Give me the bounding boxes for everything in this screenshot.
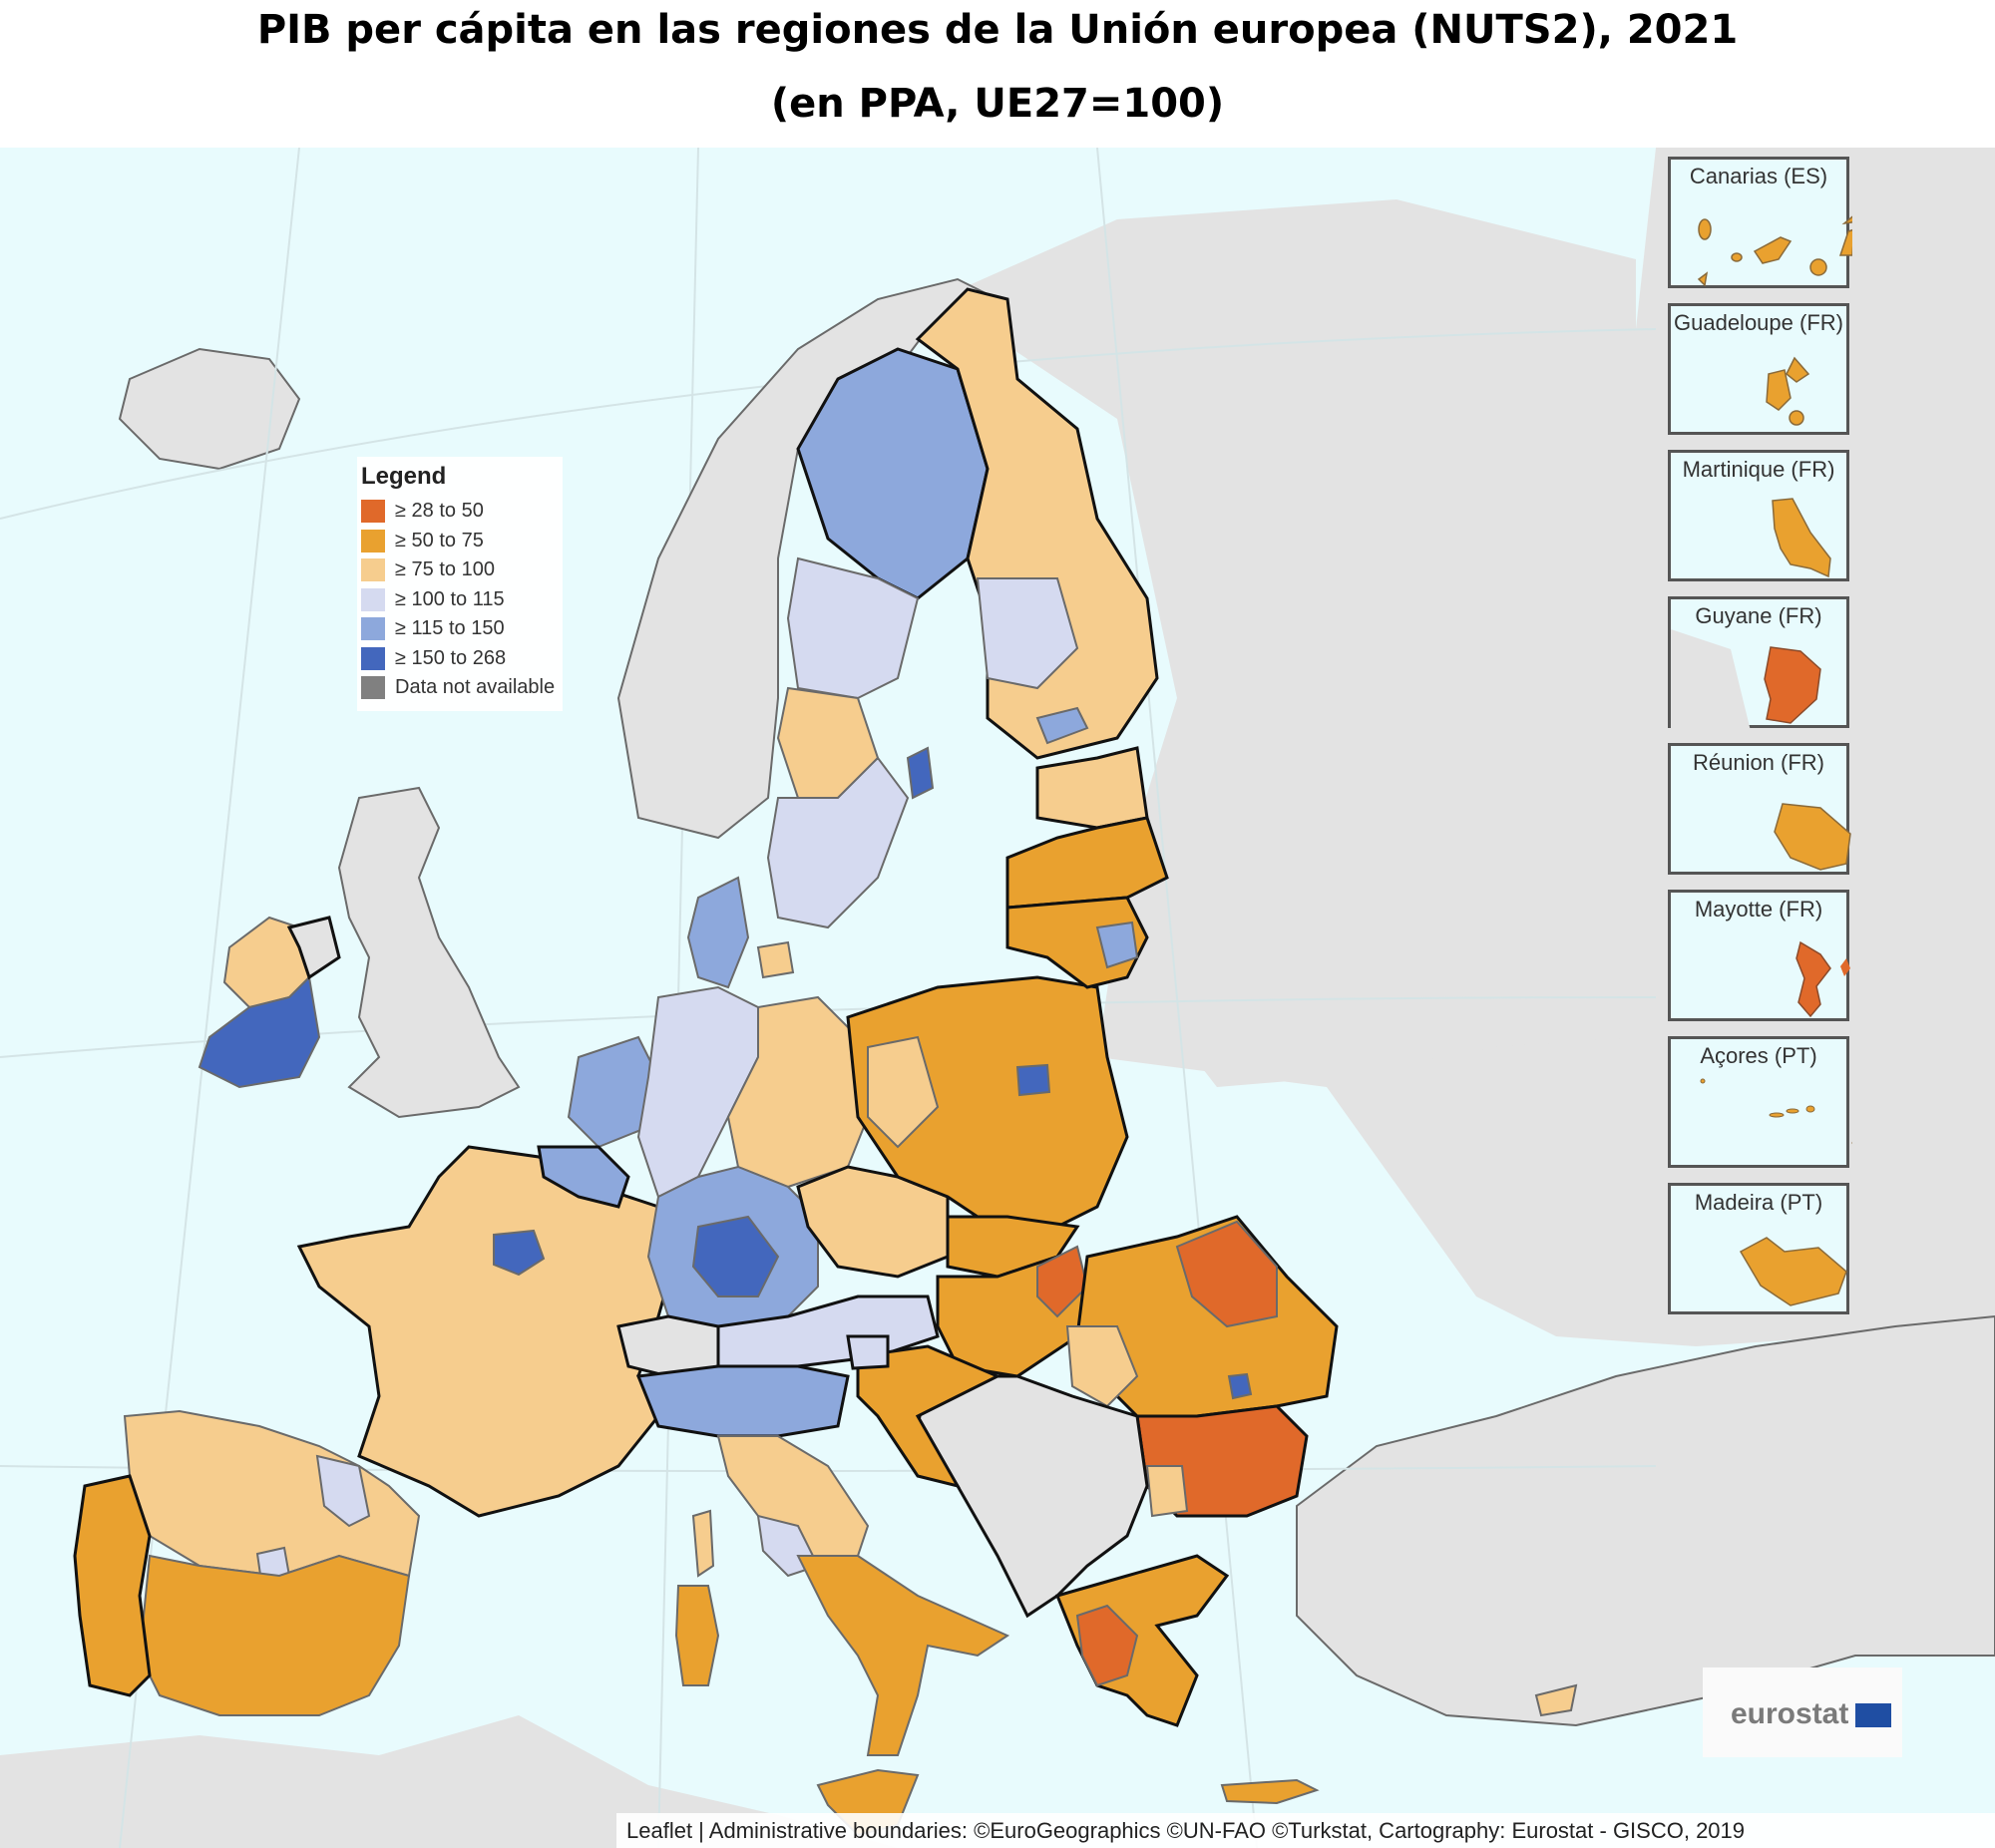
denmark [686, 876, 750, 989]
belgium [537, 1145, 630, 1209]
romania-ne [1175, 1220, 1278, 1328]
eurostat-logo: eurostat [1703, 1667, 1902, 1757]
attribution-text[interactable]: Leaflet | Administrative boundaries: ©Eu… [626, 1818, 1746, 1843]
zealand [756, 940, 795, 979]
legend-swatch [361, 676, 385, 700]
united-kingdom [337, 786, 521, 1119]
legend-item: Data not available [361, 673, 555, 703]
inset-madeira: Madeira (PT) [1668, 1183, 1849, 1314]
non-eu-east [938, 199, 1636, 1087]
finland-west [976, 577, 1079, 690]
guadeloupe-islands [1766, 356, 1810, 426]
romania-west [1065, 1325, 1139, 1408]
inset-guadeloupe: Guadeloupe (FR) [1668, 303, 1849, 435]
legend-label: ≥ 50 to 75 [395, 529, 484, 552]
sardinia [674, 1585, 720, 1686]
attribution-bar: Leaflet | Administrative boundaries: ©Eu… [616, 1813, 1995, 1848]
acores-islands [1700, 1078, 1852, 1145]
map-canvas[interactable]: Legend ≥ 28 to 50 ≥ 50 to 75 ≥ 75 to 100… [0, 148, 1995, 1848]
legend-item: ≥ 75 to 100 [361, 555, 555, 585]
corsica [691, 1509, 715, 1578]
title-block: PIB per cápita en las regiones de la Uni… [0, 0, 1995, 148]
legend-swatch [361, 500, 385, 524]
northern-ireland [286, 916, 341, 980]
crete [1220, 1778, 1320, 1805]
italy-south [796, 1555, 1010, 1756]
map-subtitle: (en PPA, UE27=100) [770, 81, 1225, 127]
sweden-middle [786, 556, 920, 700]
slovenia [846, 1334, 890, 1370]
sweden-north [796, 347, 990, 600]
vilnius [1095, 921, 1139, 969]
legend-title: Legend [361, 463, 447, 490]
inset-label: Martinique (FR) [1682, 457, 1835, 482]
sweden-south [766, 756, 910, 929]
legend-label: ≥ 28 to 50 [395, 500, 484, 523]
spain-north [123, 1409, 421, 1578]
map-title: PIB per cápita en las regiones de la Uni… [256, 7, 1739, 53]
helsinki [1035, 706, 1089, 745]
eu-flag-icon [1855, 1703, 1891, 1727]
legend-label: ≥ 115 to 150 [395, 617, 505, 640]
inset-reunion: Réunion (FR) [1668, 743, 1851, 875]
legend-item: ≥ 115 to 150 [361, 614, 555, 644]
inset-label: Réunion (FR) [1692, 750, 1825, 775]
mayotte-island [1796, 940, 1850, 1018]
legend-item: ≥ 28 to 50 [361, 497, 555, 527]
croatia [856, 1344, 1001, 1489]
inset-label: Guyane (FR) [1695, 603, 1822, 628]
portugal [73, 1474, 152, 1697]
inset-mayotte: Mayotte (FR) [1668, 890, 1850, 1021]
cyprus [1534, 1683, 1578, 1717]
legend-swatch [361, 646, 385, 670]
legend-swatch [361, 587, 385, 611]
canarias-islands [1697, 215, 1852, 287]
inset-acores: Açores (PT) [1668, 1036, 1852, 1168]
inset-label: Açores (PT) [1700, 1043, 1817, 1068]
legend-swatch [361, 529, 385, 553]
legend-item: ≥ 150 to 268 [361, 644, 555, 674]
germany-north [636, 985, 759, 1199]
inset-label: Canarias (ES) [1689, 164, 1828, 188]
legend: Legend ≥ 28 to 50 ≥ 50 to 75 ≥ 75 to 100… [357, 457, 564, 711]
guyane-territory [1671, 629, 1821, 731]
italy-north [635, 1364, 850, 1438]
greece-west [1075, 1604, 1139, 1687]
warsaw [1015, 1063, 1051, 1097]
legend-item: ≥ 100 to 115 [361, 585, 555, 615]
germany-east [726, 995, 870, 1189]
ile-de-france [493, 1229, 546, 1277]
inset-label: Mayotte (FR) [1694, 897, 1823, 922]
hungary-ne [1036, 1245, 1089, 1318]
iceland [118, 347, 301, 471]
spain-south [138, 1554, 411, 1716]
legend-item: ≥ 50 to 75 [361, 527, 555, 556]
spain-ne-madrid [315, 1454, 371, 1528]
martinique-island [1772, 498, 1831, 578]
turkey [1296, 1314, 1995, 1727]
legend-label: Data not available [395, 676, 556, 699]
bucharest [1227, 1372, 1253, 1400]
legend-label: ≥ 150 to 268 [395, 646, 507, 669]
legend-label: ≥ 75 to 100 [395, 558, 495, 581]
legend-label: ≥ 100 to 115 [395, 587, 505, 610]
inset-martinique: Martinique (FR) [1668, 450, 1849, 581]
bulgaria-sw [1145, 1465, 1189, 1518]
inset-guyane: Guyane (FR) [1668, 596, 1849, 731]
poland-west [867, 1035, 940, 1149]
ireland-se [198, 974, 321, 1089]
inset-canarias: Canarias (ES) [1668, 157, 1852, 288]
germany-south-core [691, 1215, 780, 1297]
finland [915, 287, 1159, 760]
stockholm [906, 746, 935, 800]
legend-swatch [361, 617, 385, 641]
madeira-island [1739, 1237, 1847, 1306]
reunion-island [1774, 803, 1851, 871]
inset-label: Madeira (PT) [1694, 1190, 1823, 1215]
logo-text: eurostat [1731, 1697, 1849, 1730]
inset-label: Guadeloupe (FR) [1674, 310, 1843, 335]
legend-swatch [361, 558, 385, 582]
